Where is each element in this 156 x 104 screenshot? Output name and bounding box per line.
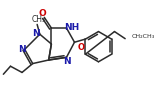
Text: O: O [39, 9, 46, 18]
Text: CH₃: CH₃ [32, 15, 46, 24]
Text: N: N [63, 57, 71, 66]
Text: NH: NH [64, 23, 79, 32]
Text: O: O [77, 43, 84, 52]
Text: N: N [32, 29, 40, 38]
Text: N: N [18, 45, 26, 54]
Text: CH₂CH₃: CH₂CH₃ [131, 34, 155, 39]
